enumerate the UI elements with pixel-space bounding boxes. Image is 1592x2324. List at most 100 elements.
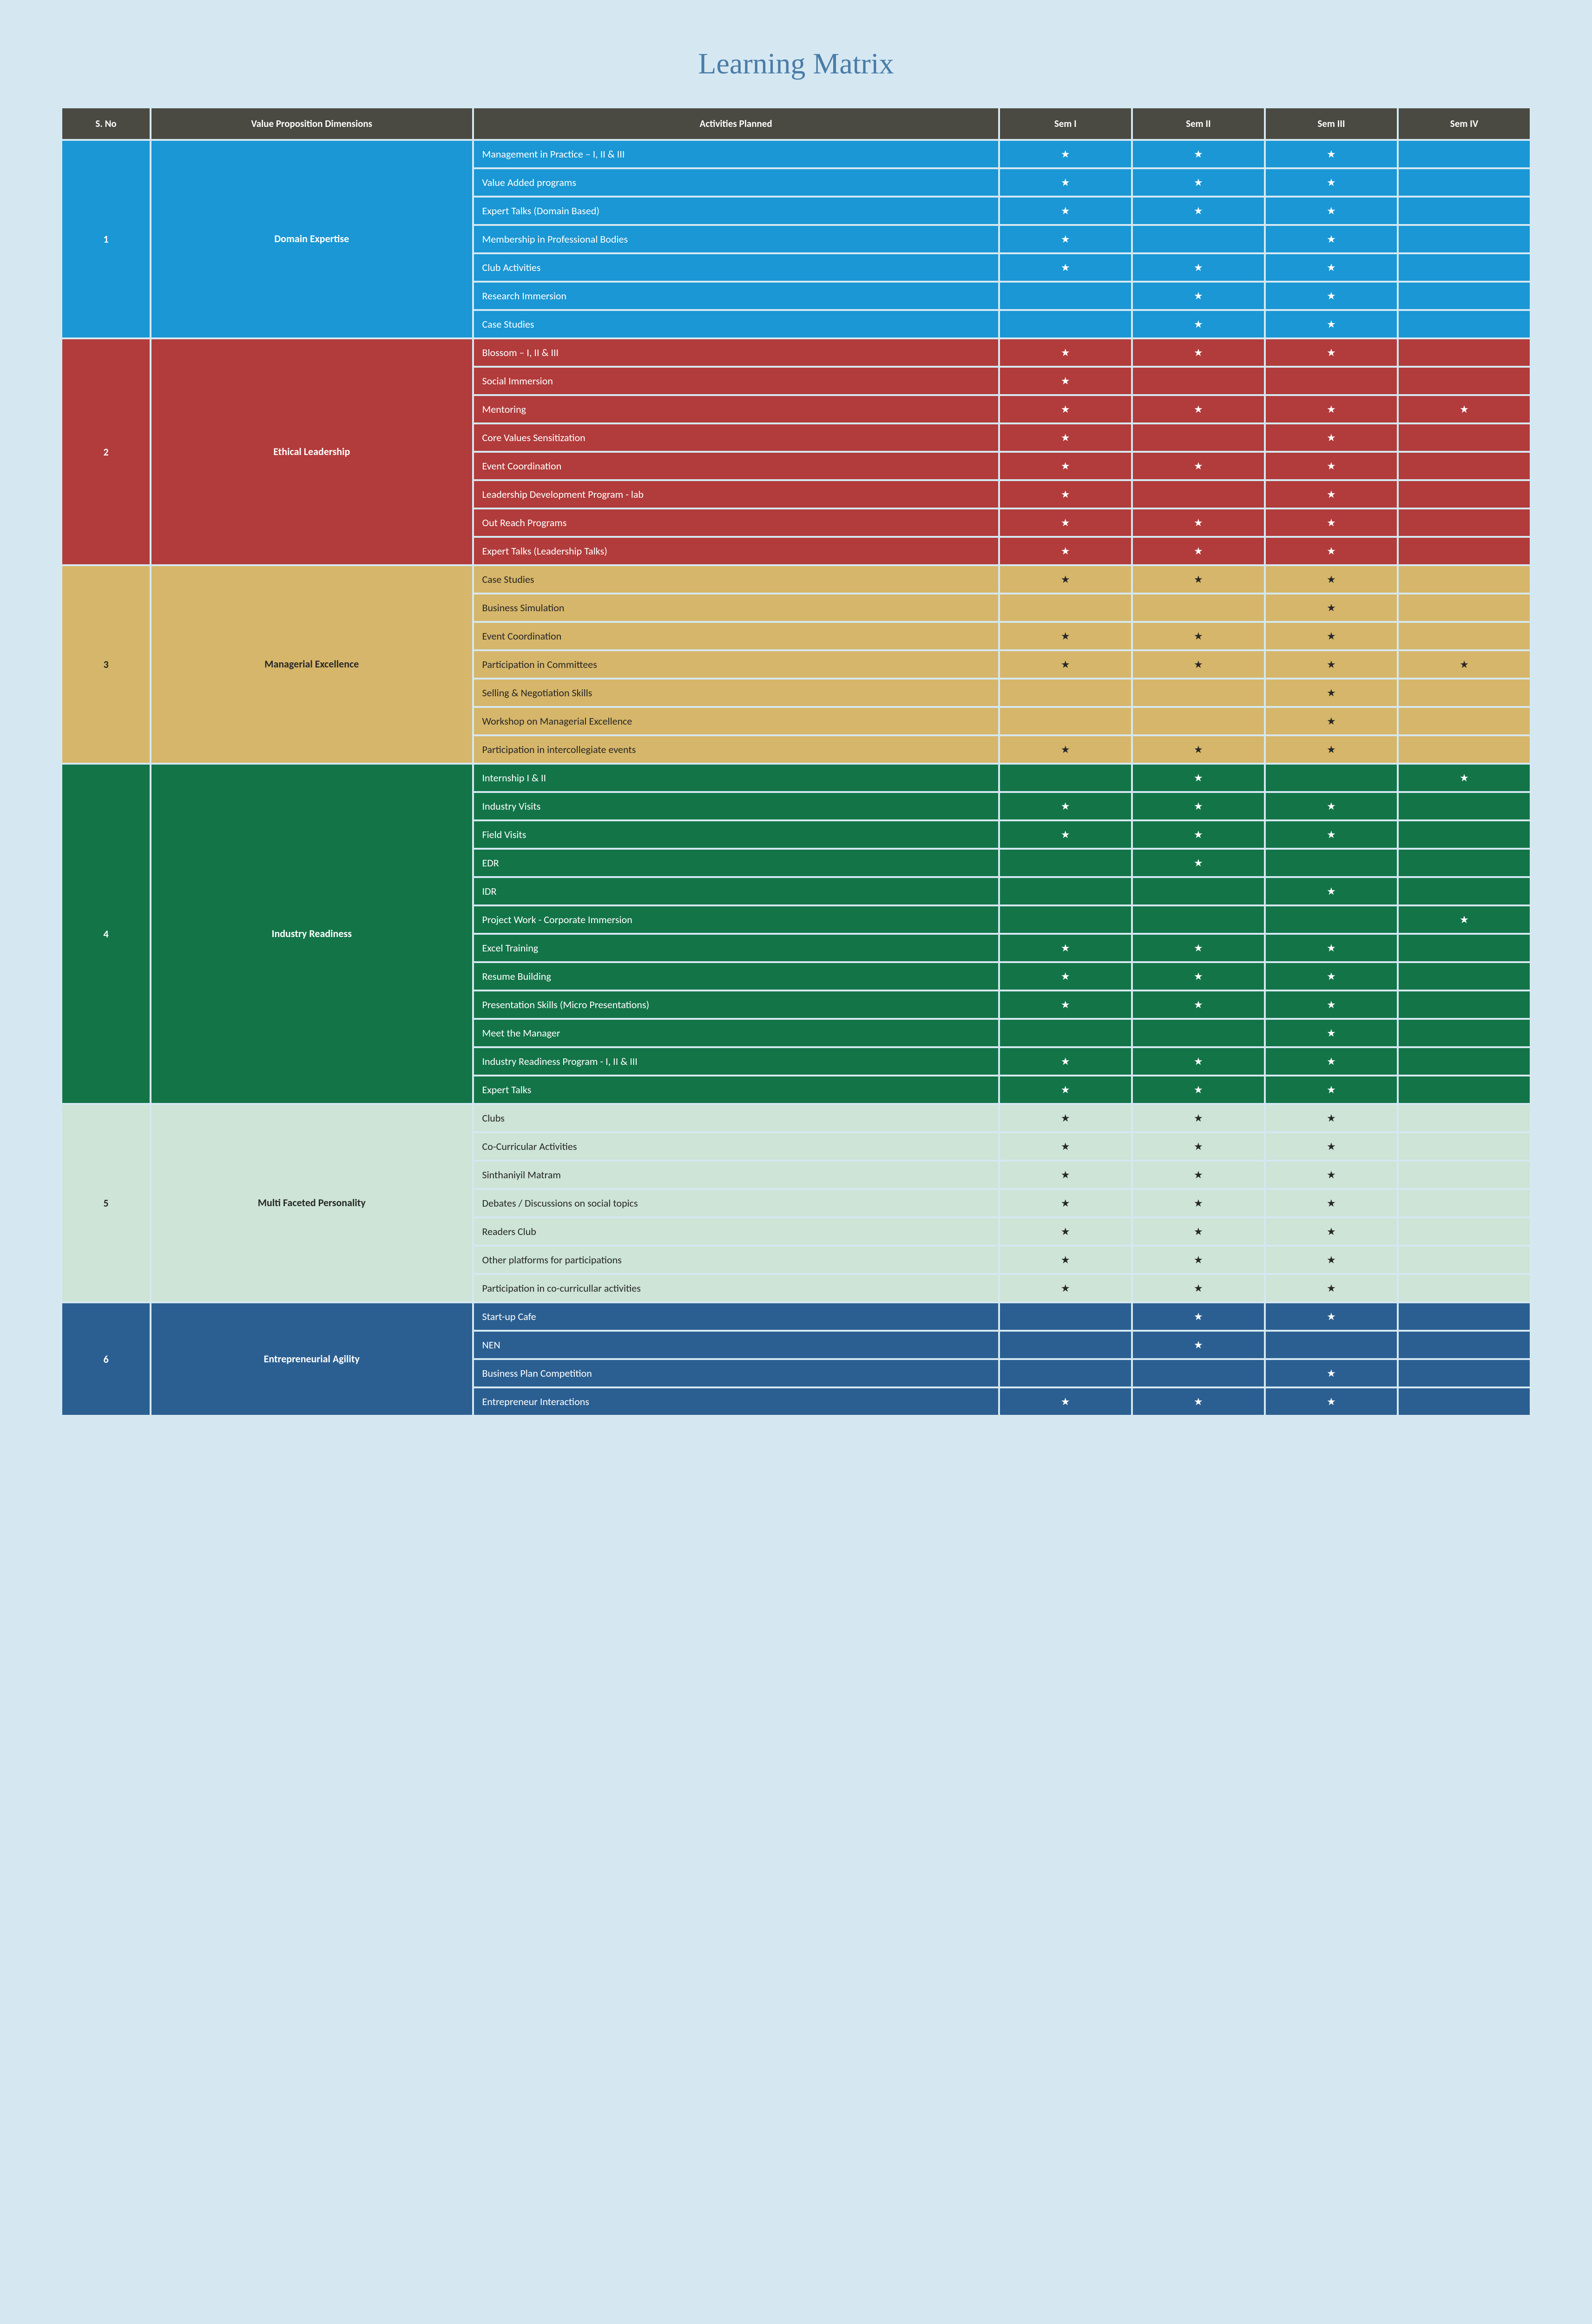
sem-cell: ★: [1000, 453, 1131, 479]
sem-cell: [1000, 850, 1131, 876]
sem-cell: ★: [1133, 453, 1264, 479]
sem-cell: ★: [1266, 1247, 1397, 1273]
sem-cell: [1399, 226, 1530, 252]
sem-cell: ★: [1000, 226, 1131, 252]
sem-cell: ★: [1266, 538, 1397, 564]
sem-cell: [1133, 368, 1264, 394]
sem-cell: [1399, 509, 1530, 536]
sem-cell: ★: [1266, 1048, 1397, 1075]
sem-cell: [1399, 311, 1530, 337]
sem-cell: [1399, 708, 1530, 734]
activity-cell: Workshop on Managerial Excellence: [474, 708, 998, 734]
sem-cell: ★: [1000, 935, 1131, 961]
sem-cell: ★: [1000, 1388, 1131, 1415]
sem-cell: ★: [1000, 538, 1131, 564]
table-row: 5Multi Faceted PersonalityClubs★★★: [62, 1105, 1530, 1131]
activity-cell: Case Studies: [474, 311, 998, 337]
sem-cell: [1399, 878, 1530, 905]
sem-cell: ★: [1000, 424, 1131, 451]
sem-cell: [1399, 623, 1530, 649]
sem-cell: ★: [1133, 651, 1264, 678]
activity-cell: Sinthaniyil Matram: [474, 1162, 998, 1188]
sem-cell: [1399, 566, 1530, 593]
sem-cell: ★: [1266, 254, 1397, 281]
section-dimension: Multi Faceted Personality: [151, 1105, 472, 1301]
sem-cell: [1399, 1332, 1530, 1358]
sem-cell: ★: [1399, 651, 1530, 678]
section-sno: 3: [62, 566, 150, 763]
sem-cell: ★: [1133, 254, 1264, 281]
sem-cell: ★: [1000, 1218, 1131, 1245]
sem-cell: ★: [1000, 1162, 1131, 1188]
table-row: 6Entrepreneurial AgilityStart-up Cafe★★: [62, 1303, 1530, 1330]
sem-cell: [1133, 708, 1264, 734]
col-sno: S. No: [62, 108, 150, 139]
sem-cell: [1133, 226, 1264, 252]
activity-cell: Value Added programs: [474, 169, 998, 196]
sem-cell: [1399, 169, 1530, 196]
section-dimension: Ethical Leadership: [151, 339, 472, 564]
activity-cell: Internship I & II: [474, 765, 998, 791]
learning-matrix-table: S. No Value Proposition Dimensions Activ…: [60, 106, 1532, 1417]
sem-cell: [1399, 1303, 1530, 1330]
activity-cell: Case Studies: [474, 566, 998, 593]
sem-cell: [1399, 680, 1530, 706]
sem-cell: [1000, 708, 1131, 734]
activity-cell: Other platforms for participations: [474, 1247, 998, 1273]
sem-cell: ★: [1133, 1162, 1264, 1188]
activity-cell: Debates / Discussions on social topics: [474, 1190, 998, 1216]
sem-cell: [1399, 1105, 1530, 1131]
sem-cell: [1399, 1247, 1530, 1273]
activity-cell: Research Immersion: [474, 283, 998, 309]
sem-cell: ★: [1000, 1190, 1131, 1216]
activity-cell: Industry Readiness Program - I, II & III: [474, 1048, 998, 1075]
sem-cell: ★: [1266, 509, 1397, 536]
sem-cell: [1000, 878, 1131, 905]
activity-cell: Resume Building: [474, 963, 998, 990]
activity-cell: Business Plan Competition: [474, 1360, 998, 1386]
sem-cell: [1399, 141, 1530, 167]
sem-cell: [1266, 850, 1397, 876]
sem-cell: [1399, 538, 1530, 564]
sem-cell: [1133, 878, 1264, 905]
sem-cell: ★: [1133, 991, 1264, 1018]
sem-cell: ★: [1133, 396, 1264, 423]
sem-cell: ★: [1000, 396, 1131, 423]
sem-cell: ★: [1000, 821, 1131, 848]
sem-cell: ★: [1266, 141, 1397, 167]
sem-cell: [1399, 198, 1530, 224]
sem-cell: [1399, 793, 1530, 819]
activity-cell: EDR: [474, 850, 998, 876]
sem-cell: ★: [1266, 878, 1397, 905]
sem-cell: ★: [1133, 311, 1264, 337]
activity-cell: Readers Club: [474, 1218, 998, 1245]
sem-cell: ★: [1133, 538, 1264, 564]
sem-cell: ★: [1266, 226, 1397, 252]
sem-cell: [1000, 283, 1131, 309]
activity-cell: IDR: [474, 878, 998, 905]
activity-cell: Meet the Manager: [474, 1020, 998, 1046]
sem-cell: ★: [1266, 651, 1397, 678]
sem-cell: ★: [1133, 935, 1264, 961]
sem-cell: [1266, 765, 1397, 791]
sem-cell: ★: [1266, 481, 1397, 508]
section-dimension: Domain Expertise: [151, 141, 472, 337]
sem-cell: ★: [1266, 169, 1397, 196]
sem-cell: ★: [1133, 736, 1264, 763]
col-sem1: Sem I: [1000, 108, 1131, 139]
section-sno: 1: [62, 141, 150, 337]
sem-cell: [1133, 424, 1264, 451]
page-title: Learning Matrix: [60, 46, 1532, 81]
section-sno: 4: [62, 765, 150, 1103]
sem-cell: [1266, 368, 1397, 394]
sem-cell: [1133, 680, 1264, 706]
sem-cell: [1133, 481, 1264, 508]
sem-cell: ★: [1133, 963, 1264, 990]
sem-cell: [1399, 1190, 1530, 1216]
sem-cell: [1133, 1020, 1264, 1046]
activity-cell: Out Reach Programs: [474, 509, 998, 536]
activity-cell: Participation in intercollegiate events: [474, 736, 998, 763]
sem-cell: [1399, 283, 1530, 309]
activity-cell: Project Work - Corporate Immersion: [474, 906, 998, 933]
sem-cell: ★: [1266, 283, 1397, 309]
